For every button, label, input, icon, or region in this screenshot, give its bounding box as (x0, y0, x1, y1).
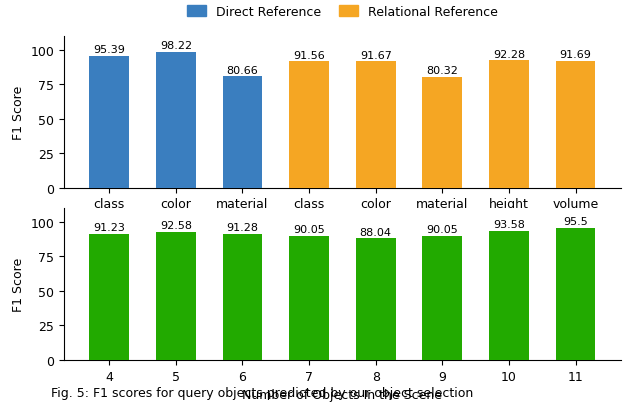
Text: 88.04: 88.04 (360, 227, 392, 237)
Bar (422, 78, 462, 188)
Bar (289, 236, 329, 360)
Bar (289, 62, 329, 188)
Bar (223, 234, 262, 360)
Bar (556, 229, 595, 360)
Bar (489, 61, 529, 188)
Text: 95.39: 95.39 (93, 45, 125, 55)
X-axis label: Number of Objects In the Scene: Number of Objects In the Scene (243, 388, 442, 401)
Text: Fig. 5: F1 scores for query objects predicted by our object selection: Fig. 5: F1 scores for query objects pred… (51, 386, 474, 399)
Text: 98.22: 98.22 (160, 41, 192, 52)
Text: 91.28: 91.28 (227, 223, 259, 233)
Y-axis label: F1 Score: F1 Score (12, 85, 25, 139)
Bar (90, 57, 129, 188)
Y-axis label: F1 Score: F1 Score (12, 257, 25, 311)
Text: 92.58: 92.58 (160, 221, 192, 231)
Bar (156, 233, 196, 360)
Bar (90, 234, 129, 360)
Text: 95.5: 95.5 (563, 217, 588, 227)
Text: 80.66: 80.66 (227, 65, 259, 76)
Text: 90.05: 90.05 (293, 225, 325, 234)
Bar (356, 239, 396, 360)
Bar (356, 62, 396, 188)
Text: 92.28: 92.28 (493, 49, 525, 60)
Text: 80.32: 80.32 (426, 66, 458, 76)
Legend: Direct Reference, Relational Reference: Direct Reference, Relational Reference (182, 1, 503, 24)
Bar (556, 62, 595, 188)
Text: 91.67: 91.67 (360, 50, 392, 61)
Text: 91.56: 91.56 (293, 51, 325, 61)
Text: 90.05: 90.05 (426, 225, 458, 234)
Bar (156, 53, 196, 188)
Bar (223, 77, 262, 188)
Text: 91.69: 91.69 (559, 50, 591, 61)
Text: 93.58: 93.58 (493, 220, 525, 229)
Bar (489, 231, 529, 360)
Bar (422, 236, 462, 360)
Text: 91.23: 91.23 (93, 223, 125, 233)
X-axis label: Relevant Property Type: Relevant Property Type (270, 216, 415, 229)
